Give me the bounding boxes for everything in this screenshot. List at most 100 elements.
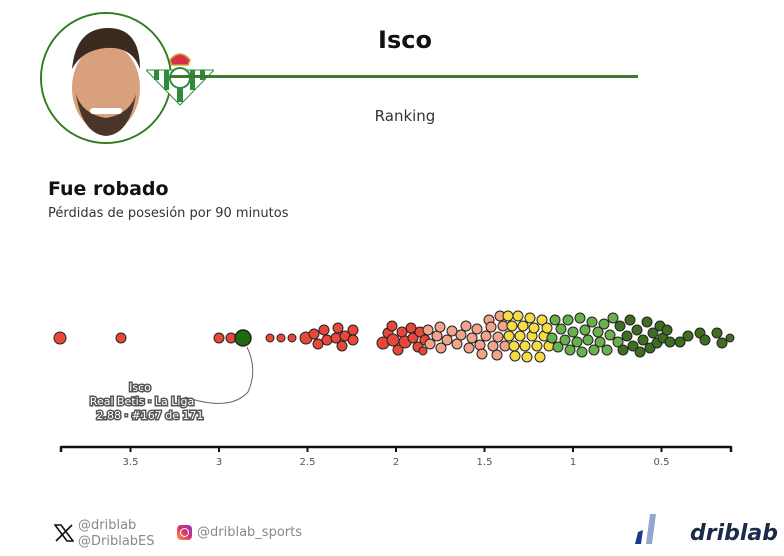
data-point[interactable] <box>641 316 653 328</box>
data-point[interactable] <box>617 344 629 356</box>
data-point[interactable] <box>485 321 497 333</box>
highlight-point-isco[interactable] <box>234 329 252 347</box>
data-point[interactable] <box>318 324 330 336</box>
data-point[interactable] <box>463 342 475 354</box>
data-point[interactable] <box>579 324 591 336</box>
data-point[interactable] <box>564 344 576 356</box>
data-point[interactable] <box>716 337 728 349</box>
data-point[interactable] <box>559 334 571 346</box>
data-point[interactable] <box>435 342 447 354</box>
data-point[interactable] <box>521 351 533 363</box>
data-point[interactable] <box>487 340 499 352</box>
data-point[interactable] <box>332 322 344 334</box>
data-point[interactable] <box>604 329 616 341</box>
data-point[interactable] <box>336 340 348 352</box>
x-handle-2[interactable]: @DriblabES <box>78 534 155 549</box>
data-point[interactable] <box>586 316 598 328</box>
data-point[interactable] <box>664 336 676 348</box>
data-point[interactable] <box>308 328 320 340</box>
data-point[interactable] <box>276 333 286 343</box>
data-point[interactable] <box>407 332 419 344</box>
data-point[interactable] <box>451 338 463 350</box>
data-point[interactable] <box>492 331 504 343</box>
data-point[interactable] <box>474 339 486 351</box>
data-point[interactable] <box>424 338 436 350</box>
data-point[interactable] <box>265 333 275 343</box>
data-point[interactable] <box>431 330 443 342</box>
data-point[interactable] <box>347 324 359 336</box>
data-point[interactable] <box>508 340 520 352</box>
data-point[interactable] <box>509 350 521 362</box>
data-point[interactable] <box>471 323 483 335</box>
data-point[interactable] <box>392 344 404 356</box>
data-point[interactable] <box>434 321 446 333</box>
data-point[interactable] <box>541 322 553 334</box>
data-point[interactable] <box>287 333 297 343</box>
data-point[interactable] <box>607 312 619 324</box>
data-point[interactable] <box>405 322 417 334</box>
data-point[interactable] <box>567 326 579 338</box>
data-point[interactable] <box>524 312 536 324</box>
data-point[interactable] <box>582 334 594 346</box>
data-point[interactable] <box>491 349 503 361</box>
data-point[interactable] <box>446 325 458 337</box>
data-point[interactable] <box>711 327 723 339</box>
data-point[interactable] <box>661 324 673 336</box>
data-point[interactable] <box>53 331 67 345</box>
data-point[interactable] <box>519 340 531 352</box>
data-point[interactable] <box>418 346 428 356</box>
data-point[interactable] <box>562 314 574 326</box>
data-point[interactable] <box>725 333 735 343</box>
data-point[interactable] <box>386 320 398 332</box>
data-point[interactable] <box>621 330 633 342</box>
data-point[interactable] <box>528 322 540 334</box>
data-point[interactable] <box>466 332 478 344</box>
data-point[interactable] <box>517 320 529 332</box>
data-point[interactable] <box>634 346 646 358</box>
data-point[interactable] <box>312 338 324 350</box>
data-point[interactable] <box>422 324 434 336</box>
data-point[interactable] <box>480 330 492 342</box>
data-point[interactable] <box>682 330 694 342</box>
data-point[interactable] <box>594 336 606 348</box>
data-point[interactable] <box>674 336 686 348</box>
data-point[interactable] <box>514 330 526 342</box>
data-point[interactable] <box>213 332 225 344</box>
data-point[interactable] <box>647 327 659 339</box>
data-point[interactable] <box>506 320 518 332</box>
data-point[interactable] <box>588 344 600 356</box>
data-point[interactable] <box>624 314 636 326</box>
data-point[interactable] <box>512 310 524 322</box>
data-point[interactable] <box>115 332 127 344</box>
data-point[interactable] <box>699 334 711 346</box>
instagram-handle[interactable]: @driblab_sports <box>197 525 302 540</box>
data-point[interactable] <box>598 318 610 330</box>
data-point[interactable] <box>455 329 467 341</box>
data-point[interactable] <box>347 334 359 346</box>
x-handle-1[interactable]: @driblab <box>78 518 137 533</box>
data-point[interactable] <box>576 346 588 358</box>
data-point[interactable] <box>612 336 624 348</box>
data-point[interactable] <box>555 323 567 335</box>
data-point[interactable] <box>396 326 408 338</box>
data-point[interactable] <box>552 341 564 353</box>
data-point[interactable] <box>637 334 649 346</box>
data-point[interactable] <box>571 336 583 348</box>
data-point[interactable] <box>441 334 453 346</box>
data-point[interactable] <box>476 348 488 360</box>
data-point[interactable] <box>460 320 472 332</box>
data-point[interactable] <box>601 344 613 356</box>
data-point[interactable] <box>631 324 643 336</box>
data-point[interactable] <box>549 314 561 326</box>
data-point[interactable] <box>321 334 333 346</box>
data-point[interactable] <box>574 312 586 324</box>
data-point[interactable] <box>502 310 514 322</box>
data-point[interactable] <box>627 340 639 352</box>
data-point[interactable] <box>536 314 548 326</box>
data-point[interactable] <box>534 351 546 363</box>
data-point[interactable] <box>503 330 515 342</box>
data-point[interactable] <box>386 333 400 347</box>
data-point[interactable] <box>531 340 543 352</box>
data-point[interactable] <box>546 332 558 344</box>
data-point[interactable] <box>614 320 626 332</box>
